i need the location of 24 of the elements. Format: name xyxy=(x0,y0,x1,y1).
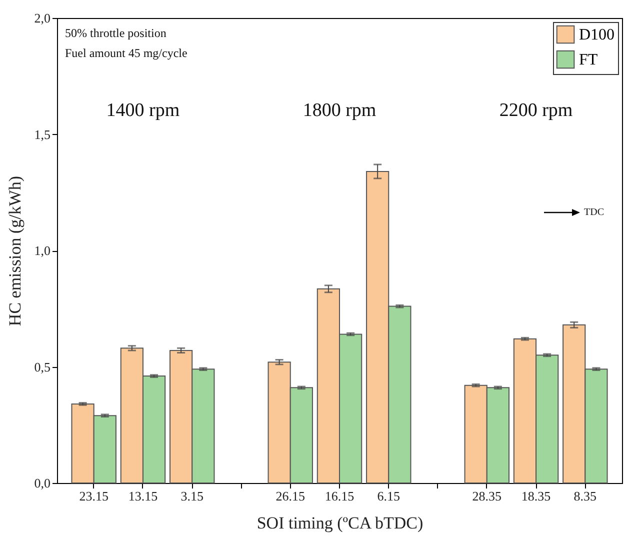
x-tick-label: 13.15 xyxy=(128,488,158,504)
y-tick-label: 1,0 xyxy=(34,243,50,258)
y-tick-label: 1,5 xyxy=(34,126,50,142)
annotation: 1800 rpm xyxy=(302,100,376,121)
x-tick-label: 18.35 xyxy=(521,488,551,504)
x-tick-label: 16.15 xyxy=(324,488,354,504)
annotation: Fuel amount 45 mg/cycle xyxy=(65,46,188,60)
annotation: 2200 rpm xyxy=(499,100,573,121)
annotation: TDC xyxy=(584,207,604,218)
y-tick-label: 0,5 xyxy=(34,359,50,374)
x-tick-label: 26.15 xyxy=(276,488,305,504)
y-tick-label: 0,0 xyxy=(34,476,50,490)
annotation: 1400 rpm xyxy=(106,100,180,121)
legend-label: D100 xyxy=(579,26,615,44)
legend-label: FT xyxy=(579,52,598,68)
y-axis-title: HC emission (g/kWh) xyxy=(5,176,24,326)
x-axis-title: SOI timing (ºCA bTDC) xyxy=(256,514,424,532)
x-tick-label: 6.15 xyxy=(377,488,400,504)
y-tick-label: 2,0 xyxy=(34,10,50,26)
x-tick-label: 3.15 xyxy=(180,488,204,504)
x-tick-label: 28.35 xyxy=(472,488,502,504)
x-tick-label: 23.15 xyxy=(79,488,108,504)
x-tick-label: 8.35 xyxy=(574,488,597,504)
annotation: 50% throttle position xyxy=(65,26,166,40)
